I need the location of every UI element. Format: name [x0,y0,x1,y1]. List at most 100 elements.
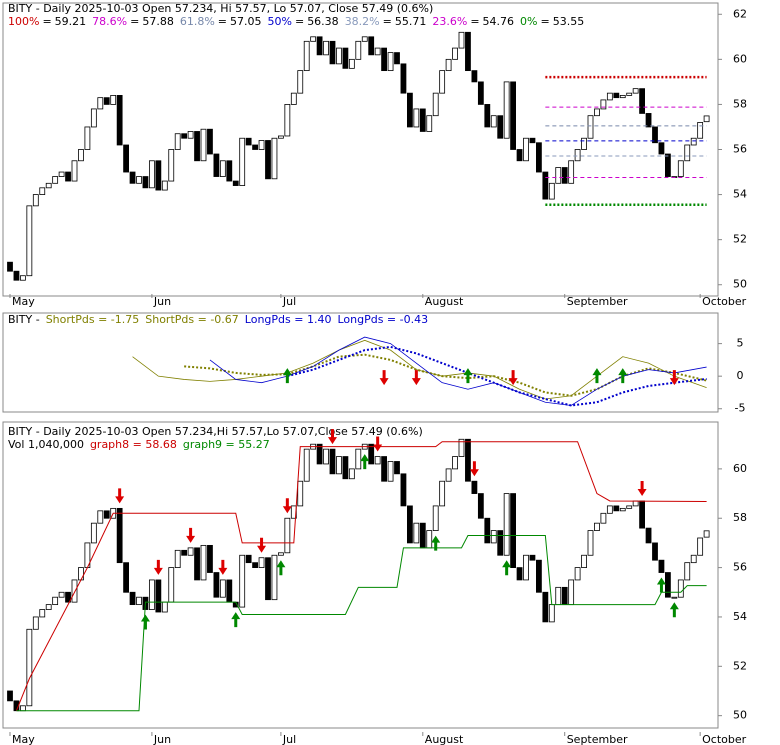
candle [697,122,704,139]
candle [129,171,136,184]
candle [413,522,420,544]
candle [632,500,639,507]
candle [200,544,207,581]
candle [536,559,542,593]
candle [155,579,162,613]
y-tick-label: 54 [733,610,747,623]
fib-value: 55.71 [395,15,427,28]
candle [510,493,517,568]
candle [374,456,381,465]
fib-value: 54.76 [483,15,515,28]
candle [226,579,233,603]
candle [284,517,291,554]
chart-title: BITY - Daily 2025-10-03 Open 57.234,Hi 5… [8,425,423,438]
candle [39,609,46,618]
candle [26,628,33,707]
x-tick-label: Jul [282,295,296,308]
sell-arrow [508,370,518,386]
candle [52,596,59,606]
candle [452,47,458,60]
step-line [16,535,707,712]
fib-value: 59.21 [55,15,87,28]
candle [13,270,20,281]
candle [239,137,246,186]
candle [200,128,207,162]
legend-entry: graph8 = 58.68 [90,438,177,451]
sell-arrow [637,480,647,496]
candle [58,171,65,177]
candle [65,171,71,182]
candle [606,92,613,101]
candle [536,142,542,173]
candle [194,547,200,581]
candle [213,572,220,598]
x-tick-label: May [12,733,35,745]
candle [116,95,123,146]
candle [568,579,575,606]
candle [181,549,188,556]
legend-entry: LongPds = 1.40 [245,313,332,326]
candle [368,443,375,465]
candle [342,456,349,480]
candle [658,142,665,155]
candle [303,40,310,72]
candle [652,126,658,144]
fib-label: 50% [268,15,292,28]
candle [161,180,168,191]
candle [97,97,104,110]
candle [503,81,510,139]
legend-entry: graph9 = 55.27 [183,438,270,451]
candle [90,522,97,544]
candle [684,562,691,581]
candle [168,149,175,182]
candle [445,58,452,72]
candle [465,438,471,482]
buy-arrow [431,535,441,551]
candle [381,47,388,72]
candle [116,507,123,564]
candle [355,448,362,470]
candle [323,448,329,465]
candle [697,537,704,556]
y-tick-label: 0 [737,369,744,382]
candle [45,182,52,189]
legend: BITY - ShortPds = -1.75 ShortPds = -0.67 Lo… [8,313,428,326]
buy-arrow [502,560,512,576]
candle [400,473,407,507]
candle [90,108,97,128]
x-tick-label: Jun [153,295,171,308]
candle [239,554,246,608]
candle [213,153,220,177]
sell-arrow [282,498,292,514]
candle [600,99,607,110]
candle [574,567,581,581]
candle [123,144,129,173]
candle [387,52,394,72]
buy-arrow [276,560,286,576]
candle [245,554,252,564]
panel-frame [2,312,719,413]
legend: Vol 1,040,000 graph8 = 58.68 graph9 = 55.2… [8,438,270,451]
fib-sep: = [130,15,139,28]
candle [258,140,265,150]
candle [529,137,536,144]
fib-sep: = [295,15,304,28]
candle [639,500,645,529]
osc-line [132,339,707,400]
candle [677,160,684,177]
fib-label: 100% [8,15,39,28]
candle [523,137,529,162]
candle [26,205,33,277]
fib-label: 0% [520,15,537,28]
x-tick-label: October [702,295,746,308]
buy-arrow [592,368,602,384]
candle [187,547,194,556]
candle [555,586,562,606]
candle [600,512,607,524]
candle [381,456,388,482]
buy-arrow [669,602,679,618]
candle [587,530,594,556]
candle [542,171,549,200]
legend-entry: ShortPds = -1.75 [46,313,140,326]
candle [32,194,39,207]
